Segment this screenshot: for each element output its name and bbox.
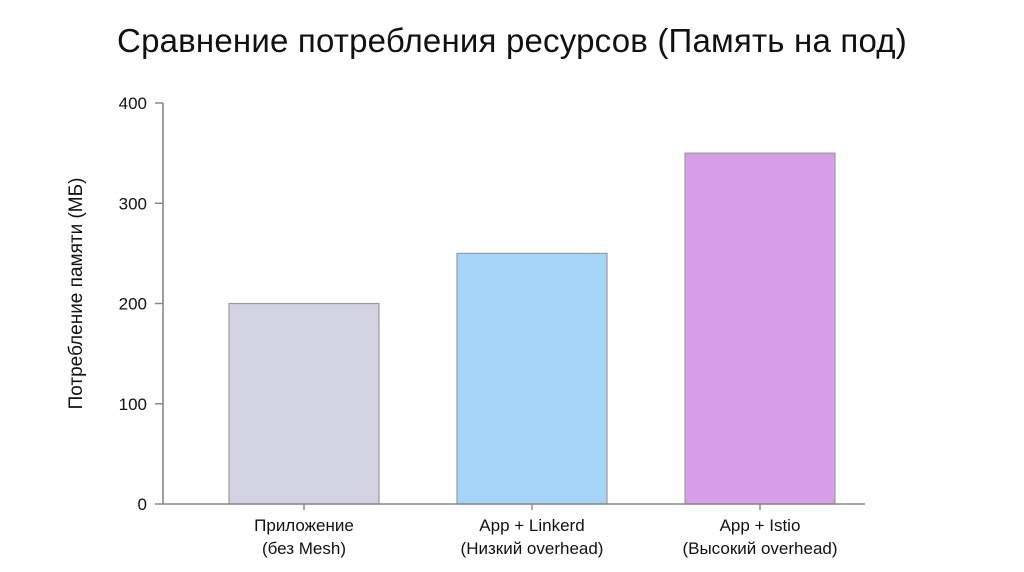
y-tick-label: 100 [119,395,147,414]
chart-title: Сравнение потребления ресурсов (Память н… [117,22,907,59]
y-tick-label: 300 [119,194,147,213]
bars [228,152,836,505]
x-tick-label-line: (Низкий overhead) [461,539,604,558]
y-axis-ticks: 0 100 200 300 400 [119,94,163,514]
bar [684,152,836,505]
y-tick-label: 0 [138,495,147,514]
x-tick-label-line: (Высокий overhead) [682,539,837,558]
x-tick-label-line: Приложение [254,516,354,535]
x-tick-label: Приложение (без Mesh) [254,516,354,558]
x-tick-label-line: App + Linkerd [479,516,584,535]
y-tick-label: 200 [119,295,147,314]
y-axis-title-group: Потребление памяти (МБ) [66,178,87,410]
x-tick-label: App + Linkerd (Низкий overhead) [461,516,604,558]
y-tick-label: 400 [119,94,147,113]
bar [456,252,608,505]
x-tick-label-line: App + Istio [720,516,801,535]
x-tick-label: App + Istio (Высокий overhead) [682,516,837,558]
axes [162,103,865,505]
x-axis-labels: Приложение (без Mesh) App + Linkerd (Низкий… [254,504,838,558]
bar [228,302,380,505]
x-tick-label-line: (без Mesh) [262,539,346,558]
y-axis-title: Потребление памяти (МБ) [66,178,87,410]
